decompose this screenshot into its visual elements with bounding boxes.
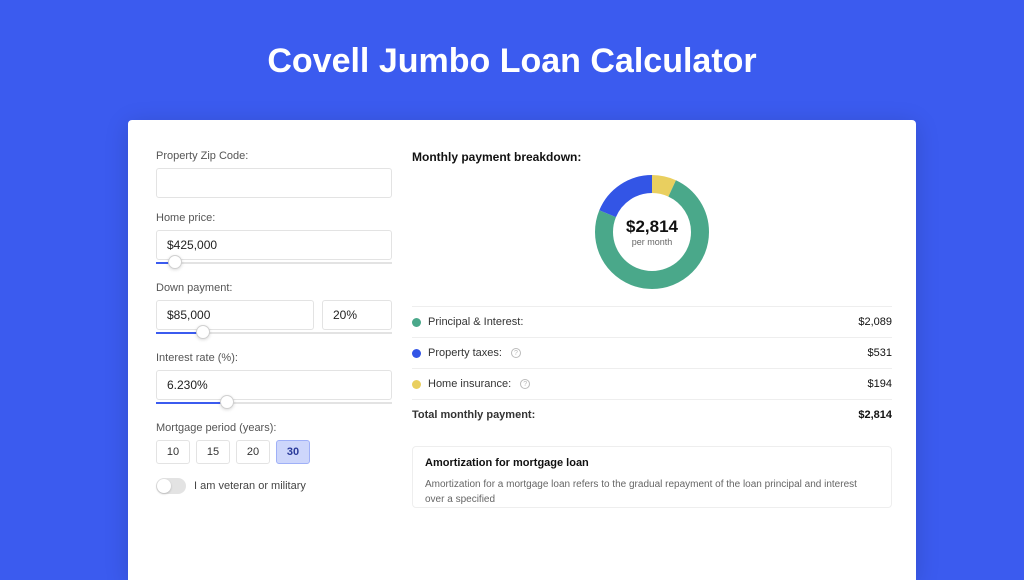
period-button-group: 10152030 xyxy=(156,440,390,464)
legend-row-pi: Principal & Interest: $2,089 xyxy=(412,307,892,338)
slider-thumb[interactable] xyxy=(220,395,234,409)
home-price-label: Home price: xyxy=(156,212,390,224)
down-payment-label: Down payment: xyxy=(156,282,390,294)
legend-dot xyxy=(412,349,421,358)
zip-label: Property Zip Code: xyxy=(156,150,390,162)
veteran-toggle[interactable] xyxy=(156,478,186,494)
breakdown-title: Monthly payment breakdown: xyxy=(412,150,892,164)
period-btn-30[interactable]: 30 xyxy=(276,440,310,464)
donut-center-value: $2,814 xyxy=(626,217,678,237)
calculator-card: Property Zip Code: Home price: Down paym… xyxy=(128,120,916,580)
toggle-knob xyxy=(157,479,171,493)
form-column: Property Zip Code: Home price: Down paym… xyxy=(128,120,390,580)
period-btn-10[interactable]: 10 xyxy=(156,440,190,464)
field-interest-rate: Interest rate (%): xyxy=(156,352,390,408)
field-zip: Property Zip Code: xyxy=(156,150,390,198)
donut-center: $2,814 per month xyxy=(592,172,712,292)
info-icon[interactable]: ? xyxy=(520,379,530,389)
donut-chart: $2,814 per month xyxy=(592,172,712,292)
legend-value: $2,089 xyxy=(858,316,892,328)
interest-rate-input[interactable] xyxy=(156,370,392,400)
amortization-title: Amortization for mortgage loan xyxy=(425,457,879,469)
legend-label: Home insurance: xyxy=(428,378,511,390)
interest-rate-label: Interest rate (%): xyxy=(156,352,390,364)
info-icon[interactable]: ? xyxy=(511,348,521,358)
amortization-section: Amortization for mortgage loan Amortizat… xyxy=(412,446,892,508)
period-btn-15[interactable]: 15 xyxy=(196,440,230,464)
field-veteran: I am veteran or military xyxy=(156,478,390,494)
down-payment-pct-input[interactable] xyxy=(322,300,392,330)
veteran-label: I am veteran or military xyxy=(194,480,306,492)
legend-table: Principal & Interest: $2,089 Property taxe… xyxy=(412,306,892,430)
field-home-price: Home price: xyxy=(156,212,390,268)
field-mortgage-period: Mortgage period (years): 10152030 xyxy=(156,422,390,464)
legend-row-total: Total monthly payment: $2,814 xyxy=(412,400,892,430)
field-down-payment: Down payment: xyxy=(156,282,390,338)
legend-dot xyxy=(412,318,421,327)
down-payment-amount-input[interactable] xyxy=(156,300,314,330)
home-price-slider[interactable] xyxy=(156,258,390,268)
legend-total-label: Total monthly payment: xyxy=(412,409,535,421)
zip-input[interactable] xyxy=(156,168,392,198)
legend-value: $194 xyxy=(868,378,892,390)
home-price-input[interactable] xyxy=(156,230,392,260)
mortgage-period-label: Mortgage period (years): xyxy=(156,422,390,434)
donut-center-sub: per month xyxy=(632,237,673,247)
legend-label: Property taxes: xyxy=(428,347,502,359)
down-payment-slider[interactable] xyxy=(156,328,390,338)
period-btn-20[interactable]: 20 xyxy=(236,440,270,464)
legend-label: Principal & Interest: xyxy=(428,316,523,328)
breakdown-column: Monthly payment breakdown: $2,814 per mo… xyxy=(390,120,916,580)
page-title: Covell Jumbo Loan Calculator xyxy=(0,42,1024,81)
legend-row-tax: Property taxes:? $531 xyxy=(412,338,892,369)
legend-row-ins: Home insurance:? $194 xyxy=(412,369,892,400)
legend-dot xyxy=(412,380,421,389)
interest-rate-slider[interactable] xyxy=(156,398,390,408)
slider-thumb[interactable] xyxy=(196,325,210,339)
legend-value: $531 xyxy=(868,347,892,359)
slider-thumb[interactable] xyxy=(168,255,182,269)
amortization-body: Amortization for a mortgage loan refers … xyxy=(425,477,879,507)
legend-total-value: $2,814 xyxy=(858,409,892,421)
donut-chart-area: $2,814 per month xyxy=(412,172,892,292)
